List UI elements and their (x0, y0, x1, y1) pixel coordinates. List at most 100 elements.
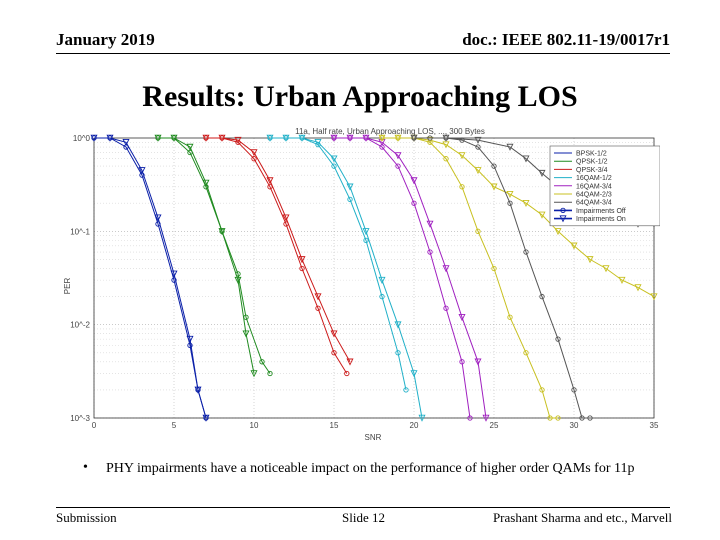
header-divider (56, 53, 670, 54)
data-point-triangle (154, 134, 162, 142)
data-point-triangle (474, 358, 482, 366)
data-point-triangle (298, 256, 306, 264)
data-point-circle (467, 415, 473, 421)
series-line-on (206, 137, 351, 363)
data-point-circle (587, 415, 593, 421)
footer-submission: Submission (56, 510, 117, 525)
data-point-triangle (202, 414, 210, 422)
data-point-triangle (506, 143, 514, 151)
data-point-triangle (490, 183, 498, 191)
data-point-triangle (282, 134, 290, 142)
data-point-triangle (378, 276, 386, 284)
x-tick-label: 20 (410, 421, 419, 430)
data-point-circle (331, 350, 337, 356)
data-point-circle (579, 415, 585, 421)
data-point-triangle (122, 139, 130, 147)
data-point-triangle (506, 190, 514, 198)
legend-label: BPSK-1/2 (576, 151, 607, 158)
data-point-triangle (650, 293, 658, 301)
x-tick-label: 5 (172, 421, 177, 430)
data-point-circle (555, 415, 561, 421)
data-point-triangle (266, 177, 274, 185)
x-tick-label: 0 (92, 421, 97, 430)
y-tick-label: 10^-2 (70, 321, 90, 330)
data-point-circle (344, 370, 350, 377)
data-point-triangle (522, 199, 530, 208)
data-point-circle (403, 387, 409, 393)
data-point-triangle (362, 228, 370, 236)
data-point-triangle (202, 134, 210, 142)
data-point-triangle (346, 183, 354, 191)
legend-label: 16QAM-3/4 (576, 183, 612, 190)
bullet-marker: • (83, 460, 88, 475)
data-point-circle (523, 350, 529, 356)
data-point-triangle (442, 265, 450, 273)
data-point-circle (259, 359, 265, 365)
data-point-circle (491, 265, 497, 272)
data-point-triangle (362, 134, 370, 142)
data-point-circle (547, 415, 553, 421)
y-tick-label: 10^0 (73, 134, 91, 143)
data-point-circle (475, 228, 481, 234)
x-tick-label: 25 (490, 421, 499, 430)
legend-label: 64QAM-3/4 (576, 200, 612, 207)
series-line-on (334, 137, 487, 419)
data-point-triangle (186, 335, 194, 343)
data-point-triangle (218, 228, 226, 236)
y-tick-label: 10^-3 (70, 414, 90, 423)
data-point-triangle (410, 177, 418, 185)
data-point-triangle (346, 134, 354, 142)
data-point-circle (507, 314, 513, 320)
footer-authors: Prashant Sharma and etc., Marvell (492, 510, 672, 525)
data-point-triangle (90, 134, 98, 142)
data-point-triangle (394, 134, 402, 142)
data-point-triangle (106, 134, 114, 142)
plot-area: 0 5 10 15 20 25 30 35 10^0 10^-1 10^-2 10^-3 (70, 134, 659, 430)
data-point-triangle (522, 155, 530, 163)
data-point-circle (571, 387, 577, 393)
data-point-triangle (482, 414, 490, 422)
data-point-triangle (330, 330, 338, 338)
data-point-triangle (170, 134, 178, 142)
data-point-triangle (394, 152, 402, 160)
data-point-circle (427, 249, 433, 255)
data-point-triangle (298, 134, 306, 142)
data-point-circle (491, 163, 497, 169)
data-point-triangle (602, 265, 610, 273)
data-point-triangle (634, 284, 642, 292)
data-point-triangle (330, 134, 338, 142)
data-point-triangle (618, 276, 626, 284)
y-tick-label: 10^-1 (70, 227, 90, 236)
x-tick-label: 10 (250, 421, 259, 430)
data-point-triangle (410, 370, 418, 378)
bullet-text: PHY impairments have a noticeable impact… (106, 461, 635, 476)
data-point-circle (475, 144, 481, 150)
data-point-triangle (442, 134, 450, 142)
data-point-circle (203, 184, 209, 190)
data-point-triangle (559, 215, 567, 223)
data-point-triangle (218, 134, 226, 142)
series-line-on (158, 137, 255, 374)
data-point-circle (187, 342, 193, 349)
data-point-triangle (282, 214, 290, 222)
data-point-circle (395, 163, 401, 169)
data-point-circle (523, 249, 529, 255)
header-date: January 2019 (56, 30, 155, 49)
data-point-circle (251, 156, 257, 162)
data-point-triangle (194, 386, 202, 394)
data-point-triangle (346, 358, 354, 366)
data-point-circle (459, 184, 465, 190)
legend-label: Impairments Off (576, 208, 626, 215)
data-point-triangle (138, 167, 146, 175)
data-point-circle (459, 137, 465, 143)
data-point-circle (379, 293, 385, 300)
data-point-triangle (458, 314, 466, 322)
data-point-circle (395, 350, 401, 356)
data-point-circle (411, 200, 417, 206)
data-point-circle (443, 305, 449, 311)
data-point-circle (363, 237, 369, 244)
data-point-triangle (330, 155, 338, 163)
series-line-off (206, 137, 348, 374)
data-point-triangle (570, 242, 578, 250)
data-point-triangle (426, 220, 434, 228)
